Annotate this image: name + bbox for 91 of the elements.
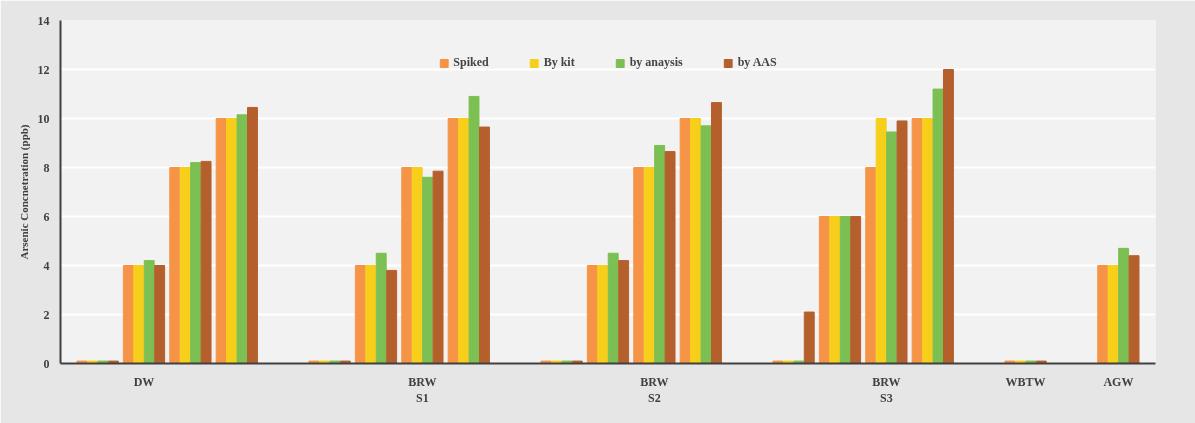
bar — [679, 118, 691, 364]
bar — [339, 360, 351, 364]
bar — [169, 167, 181, 364]
bar — [1004, 360, 1016, 364]
bar — [850, 216, 862, 364]
bar — [200, 160, 212, 364]
bar — [818, 216, 830, 364]
bar — [896, 120, 908, 364]
bar — [839, 216, 851, 364]
bar — [386, 269, 398, 364]
bar — [76, 360, 88, 364]
bar — [447, 118, 459, 364]
bar — [886, 131, 898, 364]
bar — [226, 118, 238, 364]
x-tick-label: BRW S2 — [640, 374, 669, 406]
bar — [375, 252, 387, 364]
bar — [550, 360, 562, 364]
bar — [922, 118, 934, 364]
y-tick-label: 12 — [37, 62, 50, 77]
bar — [133, 265, 145, 364]
legend-label: by AAS — [737, 55, 777, 70]
bar — [1107, 265, 1119, 364]
y-tick-label: 8 — [43, 160, 50, 175]
bar — [932, 88, 944, 364]
bar — [690, 118, 702, 364]
bar — [865, 167, 877, 364]
bar — [1014, 360, 1026, 364]
y-tick-label: 14 — [37, 13, 50, 28]
x-tick-label: BRW S1 — [408, 374, 437, 406]
bar — [643, 167, 655, 364]
bar — [107, 360, 119, 364]
y-tick-label: 4 — [43, 258, 50, 273]
y-tick-label: 6 — [43, 209, 50, 224]
bar — [586, 265, 598, 364]
bar — [215, 118, 227, 364]
bar — [308, 360, 320, 364]
bar — [911, 118, 923, 364]
bar — [875, 118, 887, 364]
bar — [700, 125, 712, 364]
bar — [190, 162, 202, 364]
bar — [942, 69, 954, 364]
legend-label: By kit — [543, 55, 575, 70]
bar — [597, 265, 609, 364]
bar — [1097, 265, 1109, 364]
bar — [782, 360, 794, 364]
bar — [318, 360, 330, 364]
bar — [607, 252, 619, 364]
bar — [122, 265, 134, 364]
bar — [772, 360, 784, 364]
bar — [236, 114, 248, 364]
bar — [571, 360, 583, 364]
bar — [561, 360, 573, 364]
bar — [97, 360, 109, 364]
bar — [540, 360, 552, 364]
bar — [1025, 360, 1037, 364]
bar — [401, 167, 413, 364]
bar — [468, 95, 480, 364]
y-tick-label: 0 — [43, 356, 50, 371]
bar — [411, 167, 423, 364]
bar — [432, 170, 444, 364]
bar — [422, 176, 434, 364]
x-tick-label: AGW — [1103, 374, 1134, 389]
bar — [1128, 255, 1140, 364]
bar — [247, 106, 258, 364]
bar — [154, 265, 166, 364]
bar — [803, 311, 815, 364]
x-tick-label: WBTW — [1005, 374, 1046, 389]
bar — [711, 102, 722, 364]
bar — [1035, 360, 1047, 364]
bar — [479, 126, 490, 364]
y-axis-title: Arsenic Concnetration (ppb) — [17, 124, 31, 260]
x-tick-label: BRW S3 — [872, 374, 901, 406]
legend-label: by anaysis — [629, 55, 683, 70]
bar — [329, 360, 341, 364]
bar — [654, 144, 666, 364]
legend-label: Spiked — [453, 55, 489, 70]
bar — [143, 260, 155, 364]
bar — [354, 265, 366, 364]
y-tick-label: 2 — [43, 307, 50, 322]
bar — [793, 360, 805, 364]
bar — [664, 151, 676, 364]
y-tick-label: 10 — [37, 111, 50, 126]
bar — [458, 118, 470, 364]
bar — [365, 265, 377, 364]
bar — [633, 167, 645, 364]
bar — [1118, 247, 1130, 364]
bar — [179, 167, 191, 364]
bar — [86, 360, 98, 364]
x-tick-label: DW — [133, 374, 155, 389]
bar — [618, 260, 630, 364]
bar — [829, 216, 841, 364]
